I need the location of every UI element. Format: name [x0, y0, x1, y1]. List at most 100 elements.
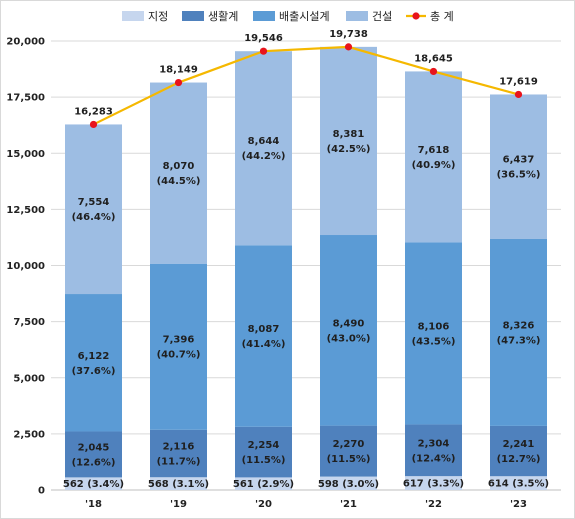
- bar-segment: [320, 235, 377, 426]
- bar-segment: [490, 238, 547, 426]
- data-label: 2,304: [418, 438, 450, 449]
- data-label-percent: (47.3%): [497, 335, 541, 346]
- total-point: [89, 120, 98, 129]
- data-label-percent: (40.7%): [157, 350, 201, 361]
- data-label: 7,618: [418, 145, 450, 156]
- y-tick-label: 17,500: [6, 93, 45, 104]
- y-tick-label: 7,500: [13, 317, 45, 328]
- y-tick-label: 20,000: [6, 37, 45, 48]
- legend-swatch: [253, 11, 275, 21]
- total-label: 16,283: [74, 106, 113, 117]
- bar-segment: [235, 51, 292, 246]
- x-tick-label: '21: [340, 499, 357, 510]
- y-tick-label: 5,000: [13, 373, 45, 384]
- data-label: 568 (3.1%): [148, 479, 209, 490]
- data-label-percent: (43.0%): [327, 333, 371, 344]
- bar-segment: [65, 431, 122, 478]
- bar-segment: [235, 477, 292, 490]
- data-label: 2,270: [333, 439, 365, 450]
- total-label: 17,619: [499, 76, 538, 87]
- total-label: 18,149: [159, 65, 198, 76]
- bar-segment: [320, 476, 377, 490]
- data-label: 8,326: [503, 320, 535, 331]
- total-point: [259, 47, 268, 55]
- x-tick-label: '23: [510, 499, 527, 510]
- total-line: [93, 45, 519, 126]
- y-tick-label: 2,500: [13, 429, 45, 440]
- data-label: 8,106: [418, 321, 450, 332]
- bar-segment: [490, 476, 547, 490]
- x-tick-label: '20: [255, 499, 272, 510]
- bar-segment: [405, 424, 462, 477]
- data-label: 7,554: [78, 197, 110, 208]
- data-label-percent: (11.5%): [242, 455, 286, 466]
- legend-swatch: [182, 11, 204, 21]
- data-label: 8,087: [248, 324, 280, 335]
- data-label: 7,396: [163, 335, 195, 346]
- legend-label: 총 계: [430, 10, 454, 23]
- y-tick-label: 12,500: [6, 205, 45, 216]
- bar-segment: [65, 124, 122, 295]
- y-tick-label: 15,000: [6, 149, 45, 160]
- bar-segment: [235, 245, 292, 427]
- bar-segment: [65, 477, 122, 490]
- x-tick-label: '18: [85, 499, 102, 510]
- bar-segment: [405, 242, 462, 425]
- bar-segment: [150, 263, 207, 430]
- bar-segment: [150, 477, 207, 490]
- data-label-percent: (41.4%): [242, 339, 286, 350]
- y-tick-label: 0: [38, 486, 45, 497]
- data-label-percent: (36.5%): [497, 170, 541, 181]
- data-label: 8,644: [248, 136, 280, 147]
- bar-segment: [65, 294, 122, 432]
- data-label: 6,437: [503, 155, 535, 166]
- bar-segment: [490, 425, 547, 477]
- x-tick-label: '19: [170, 499, 187, 510]
- data-label-percent: (12.7%): [497, 454, 541, 465]
- total-point: [344, 43, 353, 51]
- data-label-percent: (42.5%): [327, 144, 371, 155]
- legend-swatch: [346, 11, 368, 21]
- data-label: 8,070: [163, 161, 195, 172]
- legend-label: 생활계: [208, 9, 238, 23]
- total-label: 18,645: [414, 53, 453, 64]
- data-label-percent: (40.9%): [412, 160, 456, 171]
- bar-segment: [490, 94, 547, 239]
- data-label: 561 (2.9%): [233, 479, 294, 490]
- legend-label: 지정: [148, 10, 168, 23]
- data-label: 2,116: [163, 441, 195, 452]
- data-label: 614 (3.5%): [488, 479, 549, 490]
- bar-segment: [320, 46, 377, 236]
- legend-marker: [412, 12, 420, 20]
- data-label: 8,490: [333, 318, 365, 329]
- data-label-percent: (44.2%): [242, 151, 286, 162]
- data-label-percent: (12.4%): [412, 453, 456, 464]
- bar-segment: [150, 82, 207, 264]
- data-label-percent: (44.5%): [157, 176, 201, 187]
- data-label-percent: (11.7%): [157, 456, 201, 467]
- data-label: 2,045: [78, 442, 110, 453]
- data-label: 617 (3.3%): [403, 479, 464, 490]
- data-label-percent: (43.5%): [412, 336, 456, 347]
- data-label-percent: (12.6%): [72, 457, 116, 468]
- total-point: [174, 78, 183, 87]
- total-point: [514, 90, 523, 99]
- data-label-percent: (37.6%): [72, 366, 116, 377]
- total-label: 19,738: [329, 29, 368, 40]
- legend-label: 배출시설계: [279, 10, 330, 23]
- data-label: 2,241: [503, 439, 535, 450]
- legend-swatch: [122, 11, 144, 21]
- bar-segment: [150, 429, 207, 478]
- data-label: 6,122: [78, 351, 110, 362]
- data-label: 2,254: [248, 440, 280, 451]
- y-tick-label: 10,000: [6, 261, 45, 272]
- total-point: [429, 67, 438, 76]
- data-label: 8,381: [333, 129, 365, 140]
- data-label: 598 (3.0%): [318, 479, 379, 490]
- bar-segment: [320, 425, 377, 477]
- data-label-percent: (46.4%): [72, 212, 116, 223]
- data-label: 562 (3.4%): [63, 479, 124, 490]
- x-tick-label: '22: [425, 499, 442, 510]
